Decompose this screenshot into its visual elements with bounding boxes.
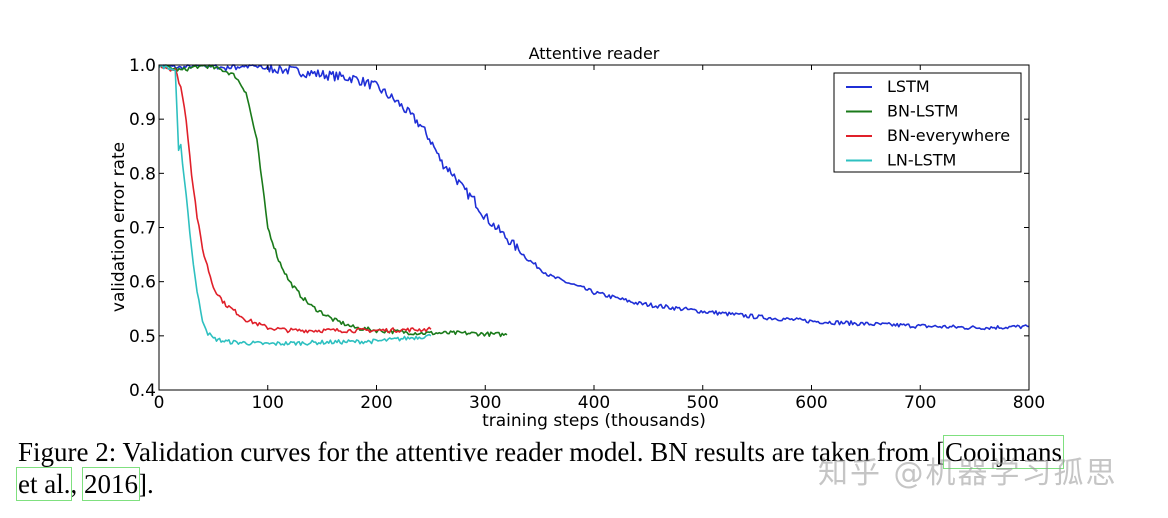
caption-prefix: Figure 2: Validation curves for the atte… — [18, 437, 945, 467]
y-axis-label: validation error rate — [109, 142, 129, 312]
legend-box — [833, 72, 1022, 173]
x-tick-label: 600 — [795, 393, 827, 413]
citation-link-etal[interactable]: et al. — [15, 467, 73, 501]
y-tick-label: 0.5 — [129, 327, 156, 347]
citation-link-year[interactable]: 2016 — [81, 467, 140, 501]
legend-label: BN-everywhere — [887, 126, 1010, 145]
x-tick-label: 400 — [578, 393, 610, 413]
series-line-lstm — [158, 64, 1030, 331]
plot-lines — [158, 64, 1030, 346]
chart-title: Attentive reader — [529, 44, 660, 63]
x-tick-label: 200 — [360, 393, 392, 413]
citation-link-author[interactable]: Cooijmans — [942, 435, 1064, 469]
legend-label: BN-LSTM — [887, 102, 958, 121]
axis-ticks: 0 100 200 300 400 500 600 700 800 0.4 0.5 0.6 0.7 0.8… — [129, 56, 1045, 413]
series-line-bn-everywhere — [158, 65, 432, 334]
x-tick-label: 500 — [687, 393, 719, 413]
x-tick-label: 0 — [154, 393, 165, 413]
x-tick-label: 100 — [252, 393, 284, 413]
figure-caption: Figure 2: Validation curves for the atte… — [15, 435, 1153, 501]
series-line-ln-lstm — [158, 64, 432, 346]
x-axis-label: training steps (thousands) — [482, 411, 706, 431]
y-tick-label: 0.4 — [129, 381, 156, 401]
y-tick-label: 0.7 — [129, 219, 156, 239]
x-tick-label: 800 — [1013, 393, 1045, 413]
series-line-bn-lstm — [158, 64, 508, 338]
legend: LSTM BN-LSTM BN-everywhere LN-LSTM — [833, 72, 1022, 173]
x-tick-label: 300 — [469, 393, 501, 413]
x-tick-label: 700 — [904, 393, 936, 413]
y-tick-label: 0.9 — [129, 110, 156, 130]
caption-separator: , — [70, 469, 84, 499]
caption-suffix: ]. — [137, 469, 154, 499]
y-tick-label: 0.8 — [129, 164, 156, 184]
legend-label: LSTM — [887, 77, 930, 96]
legend-label: LN-LSTM — [887, 151, 956, 170]
y-tick-label: 1.0 — [129, 56, 156, 76]
y-tick-label: 0.6 — [129, 273, 156, 293]
